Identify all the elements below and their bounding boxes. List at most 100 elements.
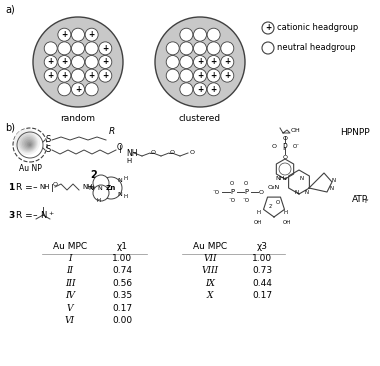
- Text: S: S: [45, 146, 51, 154]
- Text: O: O: [282, 135, 288, 141]
- Circle shape: [207, 83, 220, 96]
- Circle shape: [180, 42, 193, 55]
- Circle shape: [180, 83, 193, 96]
- Text: 0.74: 0.74: [112, 266, 132, 275]
- Circle shape: [180, 56, 193, 68]
- Circle shape: [25, 140, 33, 148]
- Circle shape: [193, 83, 206, 96]
- Text: ⁻O: ⁻O: [228, 198, 236, 203]
- Text: R =: R =: [16, 211, 33, 220]
- Text: O: O: [259, 190, 264, 194]
- Circle shape: [71, 69, 84, 82]
- Text: IX: IX: [205, 279, 215, 288]
- Circle shape: [33, 17, 123, 107]
- Text: +: +: [211, 57, 217, 67]
- Circle shape: [44, 56, 57, 68]
- Text: +: +: [48, 211, 53, 216]
- Text: II: II: [66, 266, 73, 275]
- Text: random: random: [60, 114, 95, 123]
- Text: P: P: [244, 189, 248, 195]
- Circle shape: [58, 28, 71, 41]
- Text: 3: 3: [8, 211, 14, 220]
- Circle shape: [85, 28, 98, 41]
- Circle shape: [193, 28, 206, 41]
- Text: N: N: [89, 186, 93, 190]
- Circle shape: [44, 69, 57, 82]
- Text: S: S: [45, 135, 51, 145]
- Circle shape: [221, 69, 234, 82]
- Circle shape: [180, 28, 193, 41]
- Text: NH: NH: [39, 184, 49, 190]
- Text: Au MPC: Au MPC: [193, 242, 227, 251]
- Text: OH: OH: [283, 220, 291, 225]
- Text: +: +: [224, 71, 230, 80]
- Circle shape: [17, 132, 38, 153]
- Text: O⁻: O⁻: [293, 143, 300, 149]
- Text: Au NP: Au NP: [19, 164, 41, 173]
- Circle shape: [28, 143, 31, 146]
- Text: N: N: [118, 179, 122, 183]
- Circle shape: [99, 42, 112, 55]
- Circle shape: [193, 56, 206, 68]
- Text: O: O: [190, 150, 195, 156]
- Text: 0.17: 0.17: [252, 291, 272, 300]
- Text: 0.56: 0.56: [112, 279, 132, 288]
- Text: N: N: [295, 190, 299, 195]
- Text: Au MPC: Au MPC: [53, 242, 87, 251]
- Circle shape: [166, 42, 179, 55]
- Circle shape: [58, 42, 71, 55]
- Text: V: V: [67, 304, 73, 313]
- Text: ⁻O: ⁻O: [242, 198, 250, 203]
- Circle shape: [71, 56, 84, 68]
- Circle shape: [207, 69, 220, 82]
- Text: 0.35: 0.35: [112, 291, 132, 300]
- Text: O: O: [117, 143, 123, 152]
- Text: R: R: [109, 127, 115, 136]
- Text: O: O: [53, 182, 58, 187]
- Circle shape: [58, 69, 71, 82]
- Text: I: I: [68, 254, 72, 263]
- Text: VI: VI: [65, 316, 75, 325]
- Text: III: III: [65, 279, 75, 288]
- Text: +: +: [89, 71, 95, 80]
- Text: H: H: [283, 210, 287, 216]
- Circle shape: [207, 56, 220, 68]
- Text: N: N: [305, 190, 309, 195]
- Circle shape: [85, 83, 98, 96]
- Circle shape: [166, 56, 179, 68]
- Circle shape: [85, 42, 98, 55]
- Text: Zn: Zn: [106, 185, 116, 191]
- Circle shape: [71, 28, 84, 41]
- Circle shape: [207, 28, 220, 41]
- Text: F: F: [364, 199, 367, 204]
- Text: H: H: [89, 185, 94, 190]
- Text: 1.00: 1.00: [112, 254, 132, 263]
- Text: cationic headgroup: cationic headgroup: [277, 23, 358, 33]
- Text: ⁻O: ⁻O: [213, 190, 220, 194]
- Text: +: +: [48, 57, 54, 67]
- Text: 2': 2': [269, 205, 273, 209]
- Text: OH: OH: [291, 128, 301, 134]
- Circle shape: [166, 69, 179, 82]
- Text: N: N: [329, 186, 333, 190]
- Text: P: P: [283, 143, 287, 152]
- Text: N: N: [40, 210, 46, 220]
- Text: R =: R =: [16, 183, 33, 192]
- Circle shape: [24, 139, 34, 149]
- Text: IV: IV: [65, 291, 75, 300]
- Text: NH₂: NH₂: [275, 176, 287, 182]
- Text: OH: OH: [253, 220, 262, 225]
- Text: +: +: [75, 85, 81, 94]
- Circle shape: [221, 42, 234, 55]
- Text: NH: NH: [82, 184, 92, 190]
- Circle shape: [16, 131, 39, 154]
- Text: +: +: [61, 30, 68, 39]
- Text: HPNPP: HPNPP: [340, 128, 370, 137]
- Text: 1: 1: [8, 183, 14, 192]
- Text: O: O: [169, 150, 174, 156]
- Text: N: N: [331, 178, 335, 183]
- Text: O: O: [150, 150, 155, 156]
- Text: 0.73: 0.73: [252, 266, 272, 275]
- Circle shape: [58, 56, 71, 68]
- Circle shape: [93, 185, 109, 201]
